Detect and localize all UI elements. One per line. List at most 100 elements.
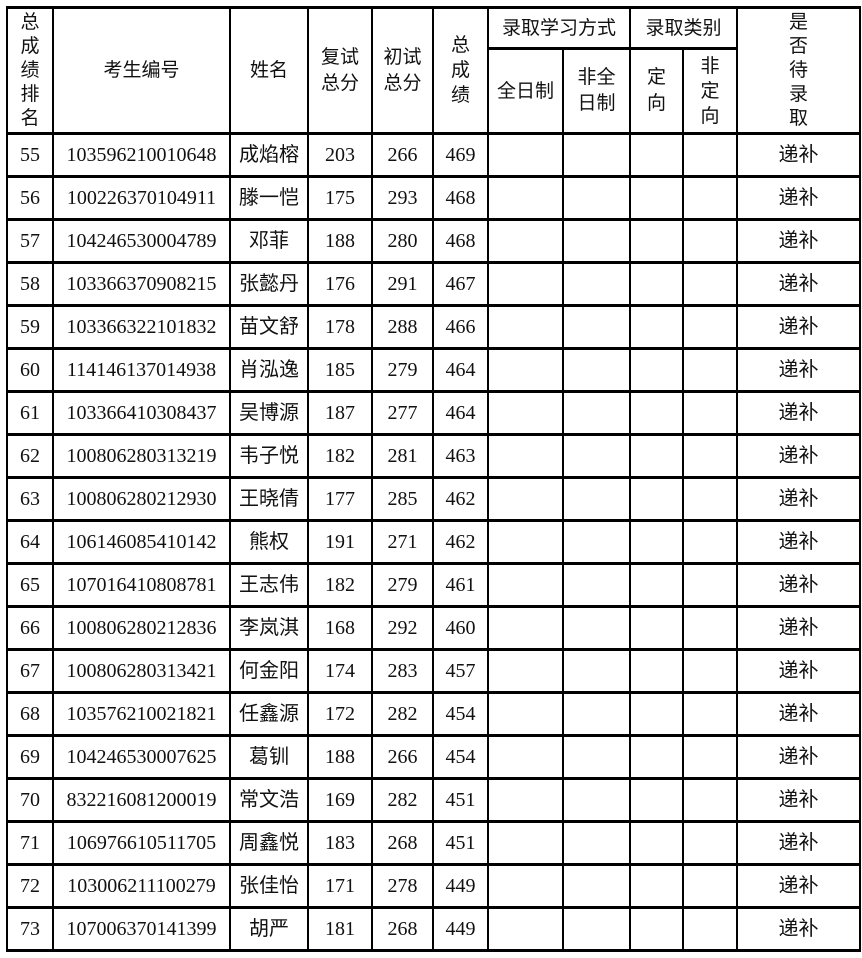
cell-initial-total: 266 (371, 734, 434, 780)
cell-total-score: 468 (432, 175, 489, 221)
cell-candidate-id: 103366322101832 (52, 304, 231, 350)
table-row: 55 103596210010648 成焰榕 203 266 469 递补 (6, 132, 862, 178)
cell-total-score: 462 (432, 519, 489, 565)
cell-name: 任鑫源 (229, 691, 309, 737)
table-row: 59 103366322101832 苗文舒 178 288 466 递补 (6, 304, 862, 350)
cell-total-score: 466 (432, 304, 489, 350)
cell-retest-total: 171 (307, 863, 373, 909)
cell-rank: 72 (6, 863, 54, 909)
cell-total-score: 469 (432, 132, 489, 178)
header-part-time: 非全 日制 (561, 47, 632, 135)
cell-part-time (561, 691, 632, 737)
cell-total-score: 462 (432, 476, 489, 522)
cell-total-score: 454 (432, 734, 489, 780)
cell-pending-status: 递补 (736, 476, 862, 522)
cell-candidate-id: 832216081200019 (52, 777, 231, 823)
cell-rank: 66 (6, 605, 54, 651)
cell-full-time (487, 691, 564, 737)
cell-non-directed (682, 347, 739, 393)
cell-initial-total: 266 (371, 132, 434, 178)
cell-rank: 58 (6, 261, 54, 307)
cell-part-time (561, 476, 632, 522)
cell-initial-total: 280 (371, 218, 434, 264)
cell-retest-total: 185 (307, 347, 373, 393)
cell-non-directed (682, 777, 739, 823)
cell-non-directed (682, 218, 739, 264)
cell-pending-status: 递补 (736, 863, 862, 909)
cell-rank: 70 (6, 777, 54, 823)
cell-total-score: 454 (432, 691, 489, 737)
cell-total-score: 463 (432, 433, 489, 479)
cell-initial-total: 277 (371, 390, 434, 436)
cell-retest-total: 187 (307, 390, 373, 436)
cell-directed (629, 863, 685, 909)
cell-non-directed (682, 863, 739, 909)
cell-initial-total: 285 (371, 476, 434, 522)
cell-full-time (487, 390, 564, 436)
cell-pending-status: 递补 (736, 562, 862, 608)
cell-name: 肖泓逸 (229, 347, 309, 393)
cell-retest-total: 178 (307, 304, 373, 350)
cell-retest-total: 188 (307, 218, 373, 264)
cell-full-time (487, 820, 564, 866)
header-candidate-id: 考生编号 (52, 6, 231, 135)
cell-full-time (487, 132, 564, 178)
cell-directed (629, 476, 685, 522)
cell-name: 熊权 (229, 519, 309, 565)
cell-pending-status: 递补 (736, 691, 862, 737)
cell-initial-total: 288 (371, 304, 434, 350)
cell-initial-total: 282 (371, 777, 434, 823)
cell-candidate-id: 103596210010648 (52, 132, 231, 178)
cell-retest-total: 172 (307, 691, 373, 737)
cell-part-time (561, 648, 632, 694)
cell-total-score: 464 (432, 390, 489, 436)
cell-candidate-id: 100806280212930 (52, 476, 231, 522)
cell-pending-status: 递补 (736, 906, 862, 952)
cell-candidate-id: 106146085410142 (52, 519, 231, 565)
cell-candidate-id: 107006370141399 (52, 906, 231, 952)
cell-non-directed (682, 519, 739, 565)
cell-candidate-id: 106976610511705 (52, 820, 231, 866)
cell-name: 葛钏 (229, 734, 309, 780)
cell-total-score: 460 (432, 605, 489, 651)
cell-directed (629, 519, 685, 565)
cell-total-score: 451 (432, 777, 489, 823)
cell-initial-total: 279 (371, 347, 434, 393)
cell-candidate-id: 100806280212836 (52, 605, 231, 651)
cell-part-time (561, 175, 632, 221)
cell-name: 常文浩 (229, 777, 309, 823)
cell-pending-status: 递补 (736, 433, 862, 479)
cell-total-score: 449 (432, 863, 489, 909)
cell-rank: 59 (6, 304, 54, 350)
header-retest-total: 复试 总分 (307, 6, 373, 135)
cell-part-time (561, 218, 632, 264)
cell-rank: 57 (6, 218, 54, 264)
cell-rank: 64 (6, 519, 54, 565)
cell-initial-total: 292 (371, 605, 434, 651)
cell-candidate-id: 100806280313219 (52, 433, 231, 479)
cell-directed (629, 175, 685, 221)
cell-name: 滕一恺 (229, 175, 309, 221)
cell-non-directed (682, 648, 739, 694)
cell-directed (629, 734, 685, 780)
cell-non-directed (682, 304, 739, 350)
cell-non-directed (682, 820, 739, 866)
cell-non-directed (682, 261, 739, 307)
cell-rank: 63 (6, 476, 54, 522)
header-full-time: 全日制 (487, 47, 564, 135)
cell-rank: 65 (6, 562, 54, 608)
table-row: 71 106976610511705 周鑫悦 183 268 451 递补 (6, 820, 862, 866)
cell-directed (629, 691, 685, 737)
cell-rank: 55 (6, 132, 54, 178)
cell-initial-total: 268 (371, 820, 434, 866)
cell-retest-total: 177 (307, 476, 373, 522)
cell-initial-total: 268 (371, 906, 434, 952)
cell-rank: 62 (6, 433, 54, 479)
cell-name: 韦子悦 (229, 433, 309, 479)
cell-directed (629, 648, 685, 694)
cell-directed (629, 347, 685, 393)
cell-non-directed (682, 132, 739, 178)
cell-directed (629, 218, 685, 264)
table-row: 65 107016410808781 王志伟 182 279 461 递补 (6, 562, 862, 608)
